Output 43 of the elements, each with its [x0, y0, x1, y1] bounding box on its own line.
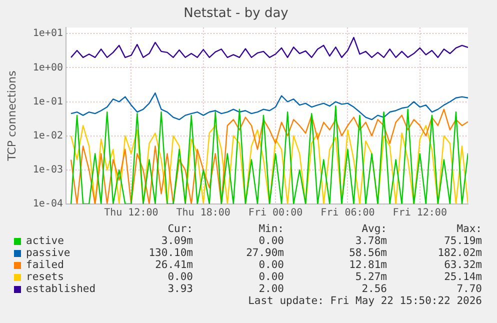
text: Cur:	[168, 223, 193, 235]
text: 25.14m	[444, 271, 482, 283]
y-tick-label: 1e-03	[32, 164, 63, 176]
legend-label: established	[26, 283, 96, 295]
text: 2.00	[258, 283, 284, 295]
y-tick-label: 1e-02	[32, 130, 63, 142]
x-tick-label: Fri 06:00	[320, 208, 375, 219]
text: 2.56	[362, 283, 387, 295]
text: 3.09m	[161, 235, 193, 247]
text: Max:	[456, 223, 482, 235]
y-axis-title: TCP connections	[5, 70, 18, 162]
text: 0.00	[168, 271, 193, 283]
text: 7.70	[456, 283, 482, 295]
chart-title: Netstat - by day	[184, 6, 289, 22]
text: 58.56m	[349, 247, 387, 259]
text: 0.00	[258, 235, 284, 247]
text: 3.78m	[355, 235, 387, 247]
legend-label: resets	[26, 271, 64, 283]
y-tick-label: 1e+00	[32, 62, 63, 74]
y-tick-label: 1e+01	[32, 28, 63, 40]
x-tick-label: Thu 18:00	[176, 208, 230, 219]
text: 63.32m	[444, 259, 482, 271]
legend-label: passive	[26, 247, 70, 259]
text: 0.00	[258, 259, 284, 271]
text: 182.02m	[438, 247, 482, 259]
y-tick-label: 1e-01	[32, 96, 63, 108]
text: 0.00	[258, 271, 284, 283]
x-tick-label: Fri 12:00	[392, 208, 447, 219]
text: Avg:	[362, 223, 387, 235]
text: 75.19m	[444, 235, 482, 247]
text: 5.27m	[355, 271, 387, 283]
text: Min:	[258, 223, 284, 235]
text: 12.81m	[349, 259, 387, 271]
text: 130.10m	[148, 247, 193, 259]
text: 26.41m	[155, 259, 193, 271]
x-tick-label: Thu 12:00	[104, 208, 158, 219]
legend-label: failed	[26, 259, 64, 271]
text: 27.90m	[246, 247, 284, 259]
y-tick-label: 1e-04	[32, 198, 63, 210]
text: Last update: Fri May 22 15:50:22 2026	[248, 295, 482, 307]
x-tick-label: Fri 00:00	[248, 208, 303, 219]
legend-label: active	[26, 235, 64, 247]
text: 3.93	[168, 283, 193, 295]
